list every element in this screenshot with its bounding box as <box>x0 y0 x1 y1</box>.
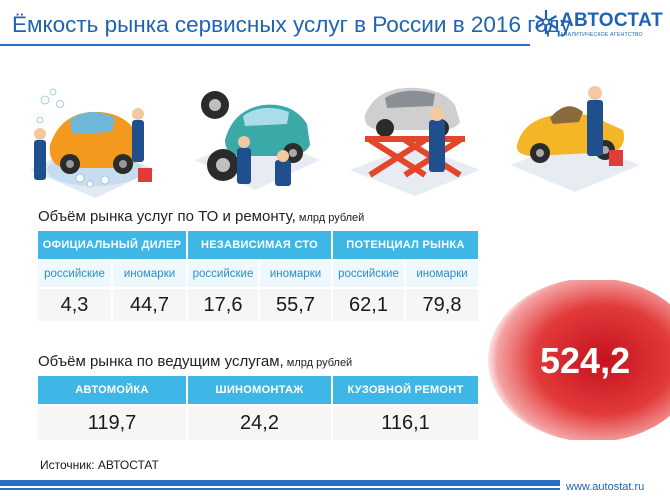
value-potential-russian: 62,1 <box>333 289 404 321</box>
header-market-potential: ПОТЕНЦИАЛ РЫНКА <box>333 231 478 259</box>
logo-name: АВТОСТАТ <box>560 10 664 31</box>
car-wash-illustration <box>20 60 160 200</box>
total-value: 524,2 <box>540 340 631 381</box>
service-market-unit: млрд рублей <box>295 212 365 224</box>
total-badge-background <box>488 280 670 440</box>
value-potential-foreign: 79,8 <box>406 289 478 321</box>
car-lift-repair-illustration <box>345 60 485 200</box>
value-dealer-russian: 4,3 <box>38 289 111 321</box>
page-title: Ёмкость рынка сервисных услуг в России в… <box>12 12 572 37</box>
value-body-repair: 116,1 <box>333 406 478 440</box>
footer-bar <box>0 480 560 486</box>
header-tire-service: ШИНОМОНТАЖ <box>188 376 331 404</box>
service-market-title: Объём рынка услуг по ТО и ремонту, млрд … <box>38 208 364 225</box>
sub-label-sto-russian: российские <box>188 261 258 287</box>
source-note: Источник: АВТОСТАТ <box>40 458 159 472</box>
value-dealer-foreign: 44,7 <box>113 289 186 321</box>
sub-label-potential-russian: российские <box>333 261 404 287</box>
autostat-logo: АВТОСТАТ АНАЛИТИЧЕСКОЕ АГЕНТСТВО <box>530 6 665 52</box>
header-official-dealer: ОФИЦИАЛЬНЫЙ ДИЛЕР <box>38 231 186 259</box>
sub-label-dealer-foreign: иномарки <box>113 261 186 287</box>
logo-subtitle: АНАЛИТИЧЕСКОЕ АГЕНТСТВО <box>560 32 643 38</box>
header-car-wash: АВТОМОЙКА <box>38 376 186 404</box>
sub-label-potential-foreign: иномарки <box>406 261 478 287</box>
value-sto-foreign: 55,7 <box>260 289 331 321</box>
header-independent-sto: НЕЗАВИСИМАЯ СТО <box>188 231 331 259</box>
site-link[interactable]: www.autostat.ru <box>566 481 645 493</box>
value-sto-russian: 17,6 <box>188 289 258 321</box>
sub-label-dealer-russian: российские <box>38 261 111 287</box>
leading-services-title: Объём рынка по ведущим услугам, млрд руб… <box>38 353 352 370</box>
footer-line <box>0 488 560 490</box>
sub-label-sto-foreign: иномарки <box>260 261 331 287</box>
leading-services-unit: млрд рублей <box>283 357 353 369</box>
service-market-title-text: Объём рынка услуг по ТО и ремонту, <box>38 208 296 225</box>
value-car-wash: 119,7 <box>38 406 186 440</box>
value-tire-service: 24,2 <box>188 406 331 440</box>
body-repair-illustration <box>505 60 645 200</box>
header-body-repair: КУЗОВНОЙ РЕМОНТ <box>333 376 478 404</box>
leading-services-title-text: Объём рынка по ведущим услугам, <box>38 353 284 370</box>
header-divider <box>0 44 530 46</box>
tire-service-illustration <box>185 60 325 200</box>
snowflake-logo-icon <box>535 10 557 34</box>
